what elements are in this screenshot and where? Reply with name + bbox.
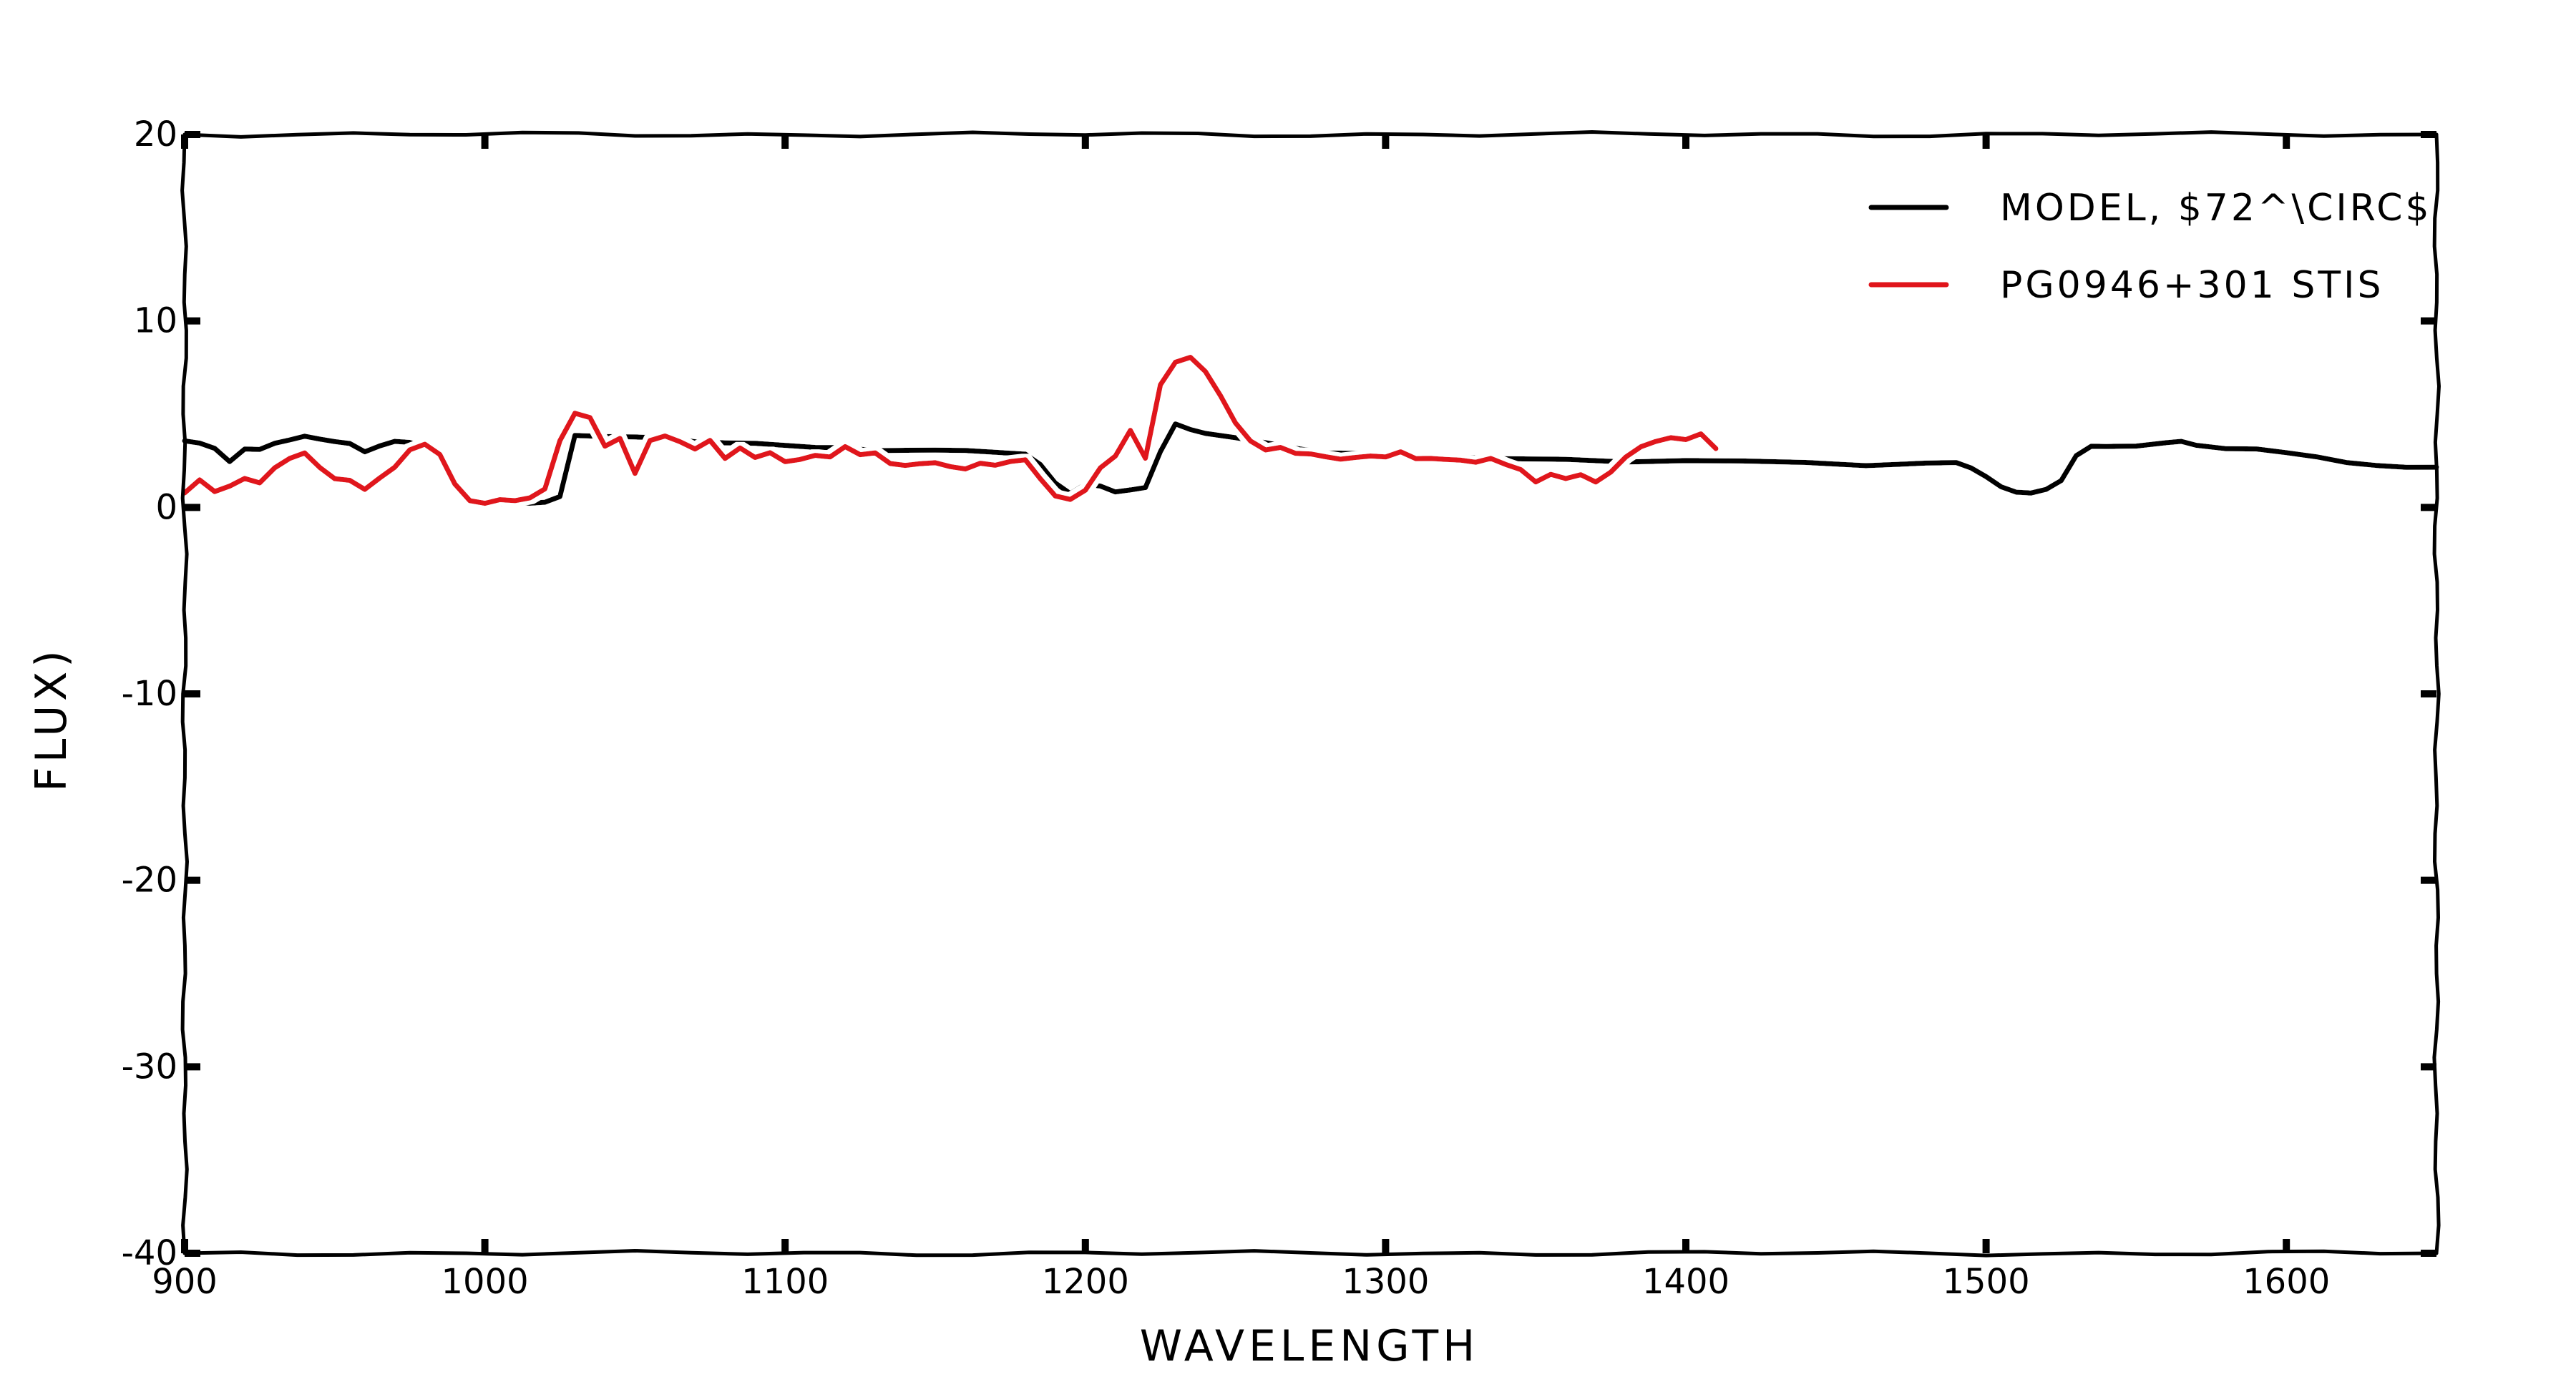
y-tick-label: 0 xyxy=(155,487,177,527)
legend: MODEL, $72^\CIRC$ PG0946+301 STIS xyxy=(1868,187,2432,307)
y-tick-label: -10 xyxy=(122,674,177,714)
series-line-2 xyxy=(182,355,1719,506)
y-tick-label: -20 xyxy=(122,861,177,901)
series-layer xyxy=(182,355,2439,508)
y-tick-label: -40 xyxy=(122,1233,177,1273)
x-tick-label: 1500 xyxy=(1943,1262,2030,1302)
y-axis-label: FLUX) xyxy=(26,646,77,791)
x-tick-label: 900 xyxy=(152,1262,218,1302)
series-line-1 xyxy=(182,421,2439,508)
x-tick-label: 1600 xyxy=(2243,1262,2330,1302)
x-tick-label: 1300 xyxy=(1342,1262,1429,1302)
x-axis-label: WAVELENGTH xyxy=(1140,1321,1480,1371)
axis-ticks xyxy=(181,131,2436,1257)
x-tick-label: 1200 xyxy=(1042,1262,1129,1302)
frame-top xyxy=(182,129,2439,139)
legend-label-1: MODEL, $72^\CIRC$ xyxy=(2000,187,2432,230)
y-tick-label: -30 xyxy=(122,1047,177,1087)
y-tick-label: 20 xyxy=(134,114,177,155)
y-tick-label: 10 xyxy=(134,301,177,341)
x-tick-label: 1000 xyxy=(441,1262,529,1302)
x-tick-labels: 900 1000 1100 1200 1300 1400 1500 1600 xyxy=(152,1262,2330,1302)
x-tick-label: 1400 xyxy=(1642,1262,1729,1302)
legend-label-2: PG0946+301 STIS xyxy=(2000,264,2384,307)
frame-bottom xyxy=(182,1248,2439,1258)
y-tick-labels: -40 -30 -20 -10 0 10 20 xyxy=(122,114,177,1273)
x-tick-label: 1100 xyxy=(741,1262,829,1302)
